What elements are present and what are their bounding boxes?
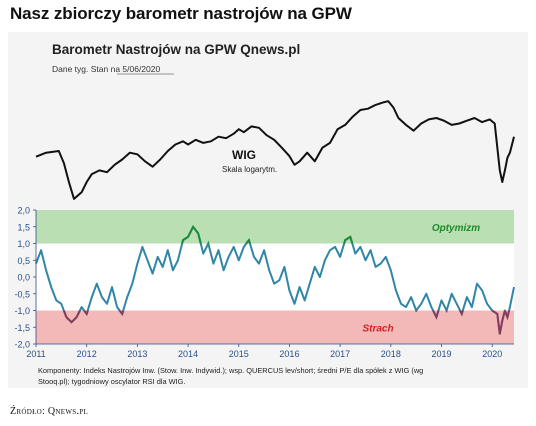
x-tick-label: 2015 — [229, 349, 249, 359]
page-title: Nasz zbiorczy barometr nastrojów na GPW — [10, 4, 352, 23]
y-tick-label: -1,5 — [14, 323, 30, 333]
chart-subtitle: Dane tyg. Stan na 5/06/2020 — [52, 64, 160, 74]
footnote-line-2: Stooq.pl); tygodniowy oscylator RSI dla … — [38, 377, 185, 386]
y-tick-label: -0,5 — [14, 289, 30, 299]
wig-line — [35, 100, 515, 200]
x-tick-label: 2012 — [77, 349, 97, 359]
footnote: Komponenty: Indeks Nastrojów Inw. (Stow.… — [38, 366, 423, 386]
series-sublabel: Skala logarytm. — [222, 165, 277, 174]
sentiment-index-chart: Optymizm Strach 2,0 1,5 1,0 0,5 0,0 -0,5 -1,0 -1,… — [14, 206, 515, 359]
y-tick-label: 2,0 — [17, 206, 30, 216]
x-tick-label: 2019 — [431, 349, 451, 359]
x-tick-label: 2017 — [330, 349, 350, 359]
x-tick-label: 2011 — [26, 349, 45, 359]
y-tick-label: 0,0 — [17, 273, 30, 283]
footnote-line-1: Komponenty: Indeks Nastrojów Inw. (Stow.… — [38, 366, 423, 375]
y-tick-label: 1,0 — [17, 239, 30, 249]
zone-strach — [36, 310, 514, 344]
chart-title: Barometr Nastrojów na GPW Qnews.pl — [52, 42, 300, 57]
y-tick-label: 1,5 — [17, 222, 30, 232]
zone-optymizm — [36, 210, 514, 244]
x-tick-label: 2018 — [381, 349, 401, 359]
y-tick-label: -2,0 — [14, 340, 30, 350]
zone-label-optymizm: Optymizm — [432, 223, 480, 234]
wig-chart: Barometr Nastrojów na GPW Qnews.pl Dane … — [35, 42, 515, 200]
y-tick-label: -1,0 — [14, 306, 30, 316]
y-tick-label: 0,5 — [17, 256, 30, 266]
sentiment-line — [35, 225, 515, 335]
zone-label-strach: Strach — [362, 323, 393, 334]
x-tick-label: 2014 — [178, 349, 198, 359]
chart-panel: Barometr Nastrojów na GPW Qnews.pl Dane … — [8, 32, 528, 388]
x-tick-label: 2013 — [127, 349, 147, 359]
x-tick-label: 2016 — [279, 349, 299, 359]
sentiment-chart: Barometr Nastrojów na GPW Qnews.pl Dane … — [14, 42, 515, 386]
series-label-wig: WIG — [232, 148, 256, 162]
source-note: Źródło: Qnews.pl — [10, 406, 89, 417]
x-tick-label: 2020 — [482, 349, 502, 359]
